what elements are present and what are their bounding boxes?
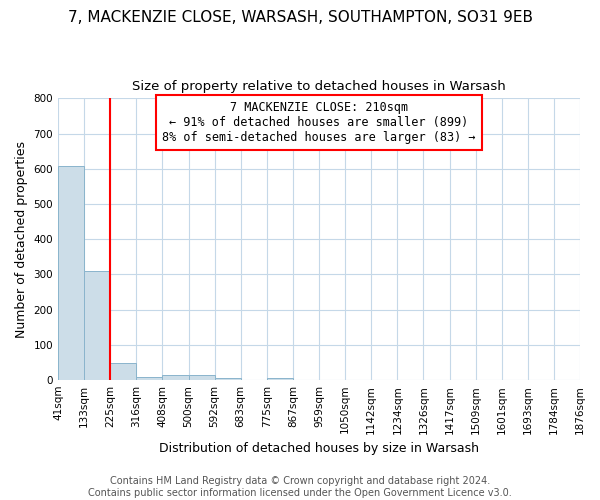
Bar (163, 376, 188, 380)
Text: 7 MACKENZIE CLOSE: 210sqm
← 91% of detached houses are smaller (899)
8% of semi-: 7 MACKENZIE CLOSE: 210sqm ← 91% of detac… (162, 101, 476, 144)
Bar (215, 378, 241, 380)
Bar (136, 376, 163, 380)
Text: Contains HM Land Registry data © Crown copyright and database right 2024.
Contai: Contains HM Land Registry data © Crown c… (88, 476, 512, 498)
Text: 7, MACKENZIE CLOSE, WARSASH, SOUTHAMPTON, SO31 9EB: 7, MACKENZIE CLOSE, WARSASH, SOUTHAMPTON… (67, 10, 533, 25)
Bar (188, 376, 215, 380)
X-axis label: Distribution of detached houses by size in Warsash: Distribution of detached houses by size … (159, 442, 479, 455)
Bar (267, 378, 293, 380)
Y-axis label: Number of detached properties: Number of detached properties (15, 140, 28, 338)
Title: Size of property relative to detached houses in Warsash: Size of property relative to detached ho… (132, 80, 506, 93)
Bar (110, 363, 136, 380)
Bar (84, 270, 110, 380)
Bar (58, 166, 84, 380)
